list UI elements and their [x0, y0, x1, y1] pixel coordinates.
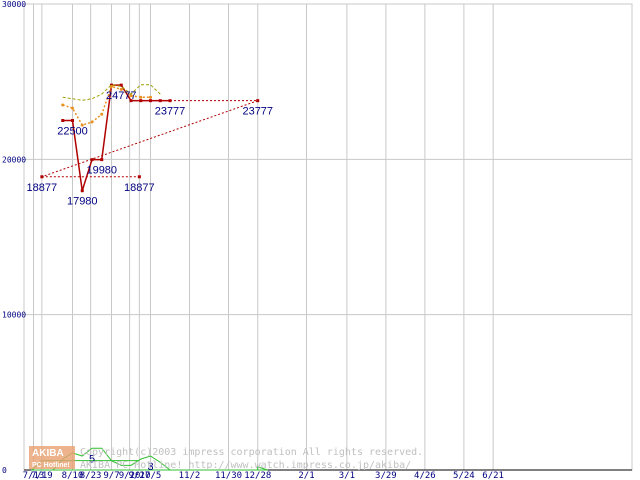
data-label: 23777: [242, 106, 273, 118]
y-axis-ticks: 30000 20000 10000 0: [2, 0, 26, 475]
price-point: [80, 189, 84, 193]
price-line-segment: [101, 85, 113, 160]
data-label: 24777: [106, 90, 137, 102]
site-url-line: AKIBA PC Hotline! http://www.watch.impre…: [80, 460, 411, 471]
x-tick-label: 2/1: [298, 471, 314, 480]
akiba-logo-box: [29, 446, 75, 469]
chart-grid: [23, 3, 633, 471]
x-axis-ticks: 7/13 8/10 9/7 10/5 11/2 11/30 12/28 2/1 3/1 3/29 4…: [23, 471, 504, 480]
x-tick-label: 4/26: [414, 471, 436, 480]
price-point: [168, 99, 172, 103]
high-line: [62, 84, 161, 101]
x-tick-label: 9/27: [129, 471, 151, 480]
data-label: 22500: [57, 126, 88, 138]
average-point: [71, 106, 74, 110]
price-point: [149, 99, 152, 103]
data-labels: 22500 17980 19980 24777 23777 23777 18877 18877…: [27, 90, 273, 473]
average-point: [129, 94, 133, 98]
price-line-segment: [81, 159, 93, 191]
average-point: [61, 103, 65, 107]
price-point: [61, 119, 65, 122]
x-tick-label: 5/24: [453, 471, 475, 480]
average-point: [119, 87, 123, 91]
y-tick-label: 10000: [2, 311, 26, 320]
average-point: [100, 112, 104, 116]
x-tick-label: 8/10: [62, 471, 84, 480]
data-label: 5: [89, 453, 95, 465]
x-tick-label: 9/7: [103, 471, 119, 480]
average-point: [90, 120, 94, 124]
data-label: 18877: [27, 182, 58, 194]
average-line: [62, 85, 151, 127]
x-tick-label: 6/21: [482, 471, 504, 480]
average-point: [139, 95, 143, 99]
data-label: 23777: [155, 106, 186, 118]
chart-series: [30, 83, 268, 471]
average-point: [80, 123, 84, 127]
copyright-line: Copyright(c)2003 impress corporation All…: [80, 447, 423, 458]
y-tick-label: 0: [2, 466, 7, 475]
average-point: [149, 95, 152, 99]
data-label: 19980: [86, 165, 117, 177]
x-tick-label: 11/30: [215, 471, 242, 480]
price-point: [90, 158, 94, 162]
x-tick-label: 11/2: [179, 471, 201, 480]
price-point: [71, 119, 74, 122]
x-tick-label: 7/19: [31, 471, 53, 480]
copyright-watermark: AKIBA PC Hotline! Copyright(c)2003 impre…: [29, 446, 423, 471]
x-tick-label: 3/29: [375, 471, 397, 480]
price-point: [139, 99, 143, 103]
price-point: [40, 175, 44, 179]
price-line-gap: [41, 100, 258, 178]
price-point: [158, 99, 162, 103]
data-label: 18877: [124, 182, 155, 194]
price-point: [137, 175, 141, 179]
plot-frame: [23, 3, 633, 471]
x-tick-label: 10/5: [140, 471, 162, 480]
x-tick-label: 9/20: [119, 471, 141, 480]
x-tick-label: 7/13: [23, 471, 45, 480]
x-tick-label: 3/1: [339, 471, 355, 480]
price-point: [256, 99, 260, 103]
y-tick-label: 20000: [2, 155, 26, 164]
x-tick-label: 12/28: [244, 471, 271, 480]
price-point: [100, 158, 104, 162]
price-line-segment: [71, 120, 83, 191]
price-point: [129, 99, 133, 103]
price-point: [119, 83, 123, 87]
akiba-logo-bottom: PC Hotline!: [32, 462, 70, 469]
data-label: 17980: [67, 196, 98, 208]
data-label: 3: [147, 461, 153, 473]
akiba-logo-top: AKIBA: [32, 448, 64, 459]
x-tick-label: 8/23: [80, 471, 102, 480]
shop_count-line: [30, 447, 268, 471]
y-tick-label: 30000: [2, 0, 26, 9]
